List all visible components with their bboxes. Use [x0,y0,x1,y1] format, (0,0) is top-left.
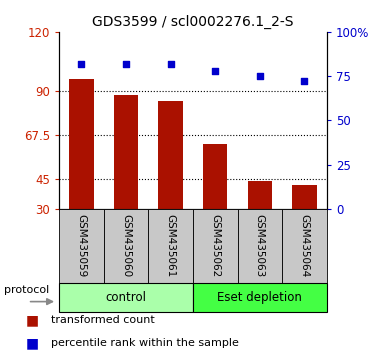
Point [301,79,307,84]
Bar [238,209,282,283]
Text: GSM435062: GSM435062 [210,215,220,278]
Bar [158,101,183,209]
Text: protocol: protocol [4,285,49,295]
Point [257,73,263,79]
Point [123,61,129,67]
Text: GSM435059: GSM435059 [76,215,86,278]
Bar [148,209,193,283]
Point [78,61,84,67]
Text: GSM435060: GSM435060 [121,215,131,278]
Bar [247,181,272,209]
Text: percentile rank within the sample: percentile rank within the sample [51,338,239,348]
Text: Eset depletion: Eset depletion [217,291,302,304]
Text: GSM435061: GSM435061 [166,215,176,278]
Bar [59,209,103,283]
Bar [203,144,228,209]
Text: GSM435064: GSM435064 [299,215,309,278]
Text: transformed count: transformed count [51,315,155,325]
Bar [59,283,193,312]
Text: GSM435063: GSM435063 [255,215,265,278]
Bar [292,185,317,209]
Title: GDS3599 / scl0002276.1_2-S: GDS3599 / scl0002276.1_2-S [92,15,294,29]
Point [212,68,218,74]
Bar [282,209,327,283]
Text: ■: ■ [26,336,39,350]
Text: ■: ■ [26,313,39,327]
Text: control: control [105,291,146,304]
Bar [69,79,93,209]
Bar [114,95,138,209]
Bar [193,209,238,283]
Bar [103,209,148,283]
Bar [193,283,327,312]
Point [168,61,174,67]
